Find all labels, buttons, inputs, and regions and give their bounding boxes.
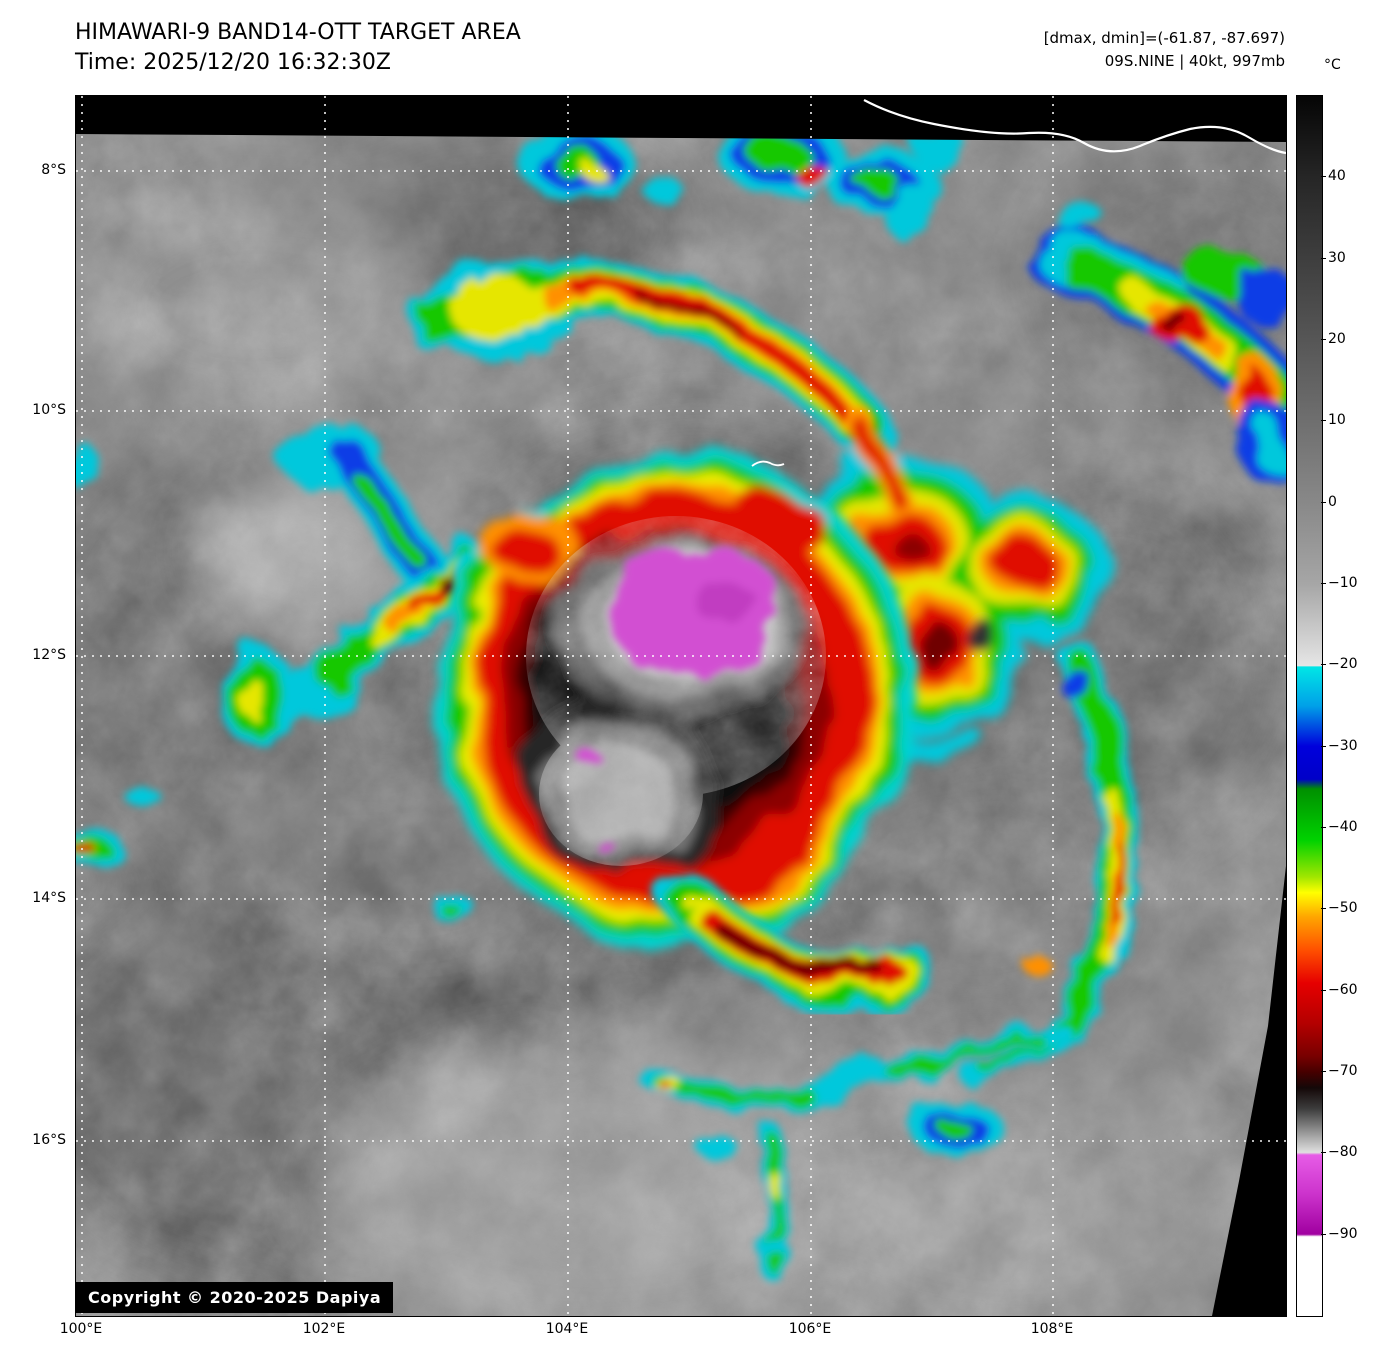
- copyright-badge: Copyright © 2020-2025 Dapiya: [76, 1282, 394, 1313]
- colorbar-tick: 30: [1321, 250, 1346, 266]
- colorbar-tick: −80: [1321, 1144, 1358, 1160]
- lon-label: 104°E: [545, 1321, 589, 1337]
- coastline: [863, 99, 1286, 155]
- colorbar-tick: −90: [1321, 1226, 1358, 1242]
- colorbar-unit-label: °C: [1324, 57, 1341, 73]
- colorbar-tick-labels: 40 30 20 10 0 −10 −20 −30 −40 −50 −60 −7…: [1321, 95, 1380, 1315]
- lon-label: 102°E: [302, 1321, 346, 1337]
- lon-label: 100°E: [59, 1321, 103, 1337]
- lat-label: 8°S: [41, 162, 66, 178]
- lat-label: 14°S: [32, 890, 66, 906]
- lat-label: 10°S: [32, 402, 66, 418]
- lon-label: 106°E: [788, 1321, 832, 1337]
- product-title: HIMAWARI-9 BAND14-OTT TARGET AREA: [75, 20, 521, 45]
- scan-edge-black: [76, 96, 1286, 1316]
- colorbar-tick: −30: [1321, 738, 1358, 754]
- colorbar-tick: 20: [1321, 331, 1346, 347]
- lat-label: 16°S: [32, 1132, 66, 1148]
- lat-label: 12°S: [32, 647, 66, 663]
- temperature-colorbar: [1296, 95, 1323, 1317]
- colorbar-tick: −60: [1321, 982, 1358, 998]
- readout-block: [dmax, dmin]=(-61.87, -87.697) 09S.NINE …: [1044, 27, 1285, 72]
- southern-bands: [634, 1021, 1069, 1283]
- latitude-axis: 8°S 10°S 12°S 14°S 16°S: [0, 95, 68, 1315]
- colorbar-tick: −70: [1321, 1063, 1358, 1079]
- colorbar-tick: −20: [1321, 656, 1358, 672]
- west-small-cells: [76, 444, 473, 920]
- dmax-dmin-readout: [dmax, dmin]=(-61.87, -87.697): [1043, 29, 1285, 47]
- satellite-imagery-svg: [76, 96, 1286, 1316]
- far-east-band: [1028, 204, 1286, 481]
- lon-label: 108°E: [1030, 1321, 1074, 1337]
- colorbar-tick: 40: [1321, 168, 1346, 184]
- colorbar-tick: −10: [1321, 575, 1358, 591]
- north-convective-band: [408, 262, 892, 456]
- storm-intensity-readout: 09S.NINE | 40kt, 997mb: [1104, 51, 1285, 70]
- colorbar-tick: −40: [1321, 819, 1358, 835]
- longitude-axis: 100°E 102°E 104°E 106°E 108°E: [60, 1321, 1285, 1345]
- east-arc-band: [966, 640, 1141, 1091]
- colorbar-tick: 10: [1321, 412, 1346, 428]
- colorbar-tick: −50: [1321, 900, 1358, 916]
- colorbar-tick: 0: [1321, 494, 1337, 510]
- satellite-map: Copyright © 2020-2025 Dapiya: [75, 95, 1287, 1317]
- grid-lines: [76, 96, 1286, 1316]
- product-timestamp: Time: 2025/12/20 16:32:30Z: [75, 50, 391, 75]
- south-convective-band: [660, 870, 932, 1012]
- small-island-outline: [751, 460, 785, 467]
